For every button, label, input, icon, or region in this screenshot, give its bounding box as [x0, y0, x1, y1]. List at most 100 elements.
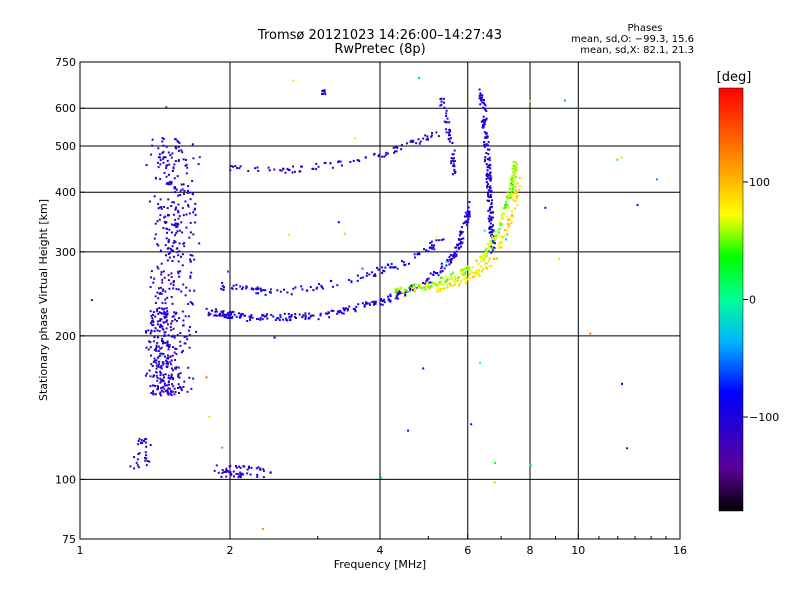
- data-point: [165, 106, 168, 109]
- data-point: [378, 153, 381, 156]
- data-point: [229, 474, 232, 477]
- data-point: [164, 341, 167, 344]
- data-point: [449, 253, 452, 256]
- data-point: [160, 307, 163, 310]
- data-point: [455, 246, 457, 249]
- data-point: [189, 301, 192, 304]
- data-point: [475, 259, 478, 262]
- data-point: [383, 270, 386, 273]
- data-point: [408, 285, 411, 288]
- data-point: [138, 452, 141, 455]
- data-point: [490, 245, 493, 248]
- data-point: [170, 374, 173, 377]
- data-point: [133, 456, 135, 459]
- data-point: [152, 390, 155, 393]
- data-point: [185, 159, 187, 161]
- data-point: [391, 266, 394, 269]
- data-point: [177, 209, 180, 212]
- data-point: [459, 270, 462, 273]
- data-point: [484, 263, 487, 266]
- data-point: [169, 361, 172, 364]
- data-point: [155, 344, 158, 347]
- data-point: [490, 202, 493, 205]
- data-point: [337, 221, 340, 224]
- data-point: [173, 280, 175, 283]
- data-point: [171, 346, 174, 348]
- data-point: [462, 222, 465, 225]
- data-point: [221, 314, 224, 317]
- data-point: [179, 194, 182, 196]
- data-point: [165, 307, 168, 310]
- data-point: [175, 288, 178, 291]
- data-point: [195, 330, 198, 333]
- data-point: [518, 188, 521, 191]
- data-point: [488, 207, 491, 210]
- data-point: [239, 473, 242, 476]
- data-point: [137, 466, 140, 469]
- data-point: [485, 117, 488, 120]
- data-point: [146, 372, 149, 375]
- data-point: [215, 314, 218, 317]
- data-point: [172, 377, 174, 379]
- data-point: [489, 222, 492, 225]
- data-point: [407, 290, 410, 293]
- data-point: [483, 131, 486, 134]
- data-point: [170, 223, 173, 226]
- data-point: [487, 141, 490, 144]
- data-point: [490, 191, 493, 194]
- data-point: [166, 354, 169, 357]
- data-point: [237, 473, 240, 476]
- data-point: [174, 187, 177, 190]
- data-point: [156, 161, 159, 164]
- data-point: [514, 176, 517, 178]
- data-point: [454, 277, 457, 280]
- data-point: [153, 348, 156, 351]
- data-point: [392, 146, 395, 149]
- data-point: [257, 318, 260, 320]
- data-point: [178, 149, 180, 152]
- data-point: [167, 348, 170, 351]
- data-point: [495, 257, 498, 260]
- data-point: [439, 287, 442, 290]
- data-point: [497, 235, 500, 238]
- data-point: [455, 250, 458, 253]
- data-point: [177, 194, 180, 197]
- data-point: [269, 288, 272, 291]
- data-point: [485, 143, 488, 146]
- data-point: [190, 271, 193, 274]
- data-point: [160, 340, 163, 342]
- data-point: [478, 95, 481, 98]
- data-point: [514, 186, 517, 189]
- data-point: [467, 267, 470, 270]
- data-point: [213, 469, 216, 472]
- data-point: [152, 281, 155, 284]
- data-point: [162, 308, 165, 311]
- data-point: [502, 212, 505, 215]
- data-point: [151, 319, 154, 322]
- data-point: [418, 77, 421, 79]
- data-point: [161, 140, 164, 143]
- data-point: [441, 265, 444, 268]
- data-point: [283, 312, 286, 315]
- data-point: [396, 287, 399, 290]
- data-point: [409, 140, 412, 143]
- data-point: [156, 388, 159, 391]
- data-point: [220, 475, 223, 478]
- data-point: [178, 242, 181, 245]
- data-point: [159, 394, 162, 397]
- data-point: [279, 290, 282, 293]
- data-point: [339, 310, 341, 312]
- data-point: [256, 318, 258, 320]
- data-point: [458, 283, 461, 286]
- data-point: [483, 136, 486, 139]
- data-point: [488, 177, 491, 180]
- data-point: [356, 274, 359, 277]
- data-point: [224, 470, 227, 473]
- data-point: [158, 292, 161, 295]
- data-point: [404, 263, 407, 266]
- data-point: [318, 283, 320, 286]
- data-point: [256, 475, 259, 478]
- data-point: [304, 312, 307, 315]
- data-point: [440, 100, 443, 103]
- data-point: [425, 138, 428, 141]
